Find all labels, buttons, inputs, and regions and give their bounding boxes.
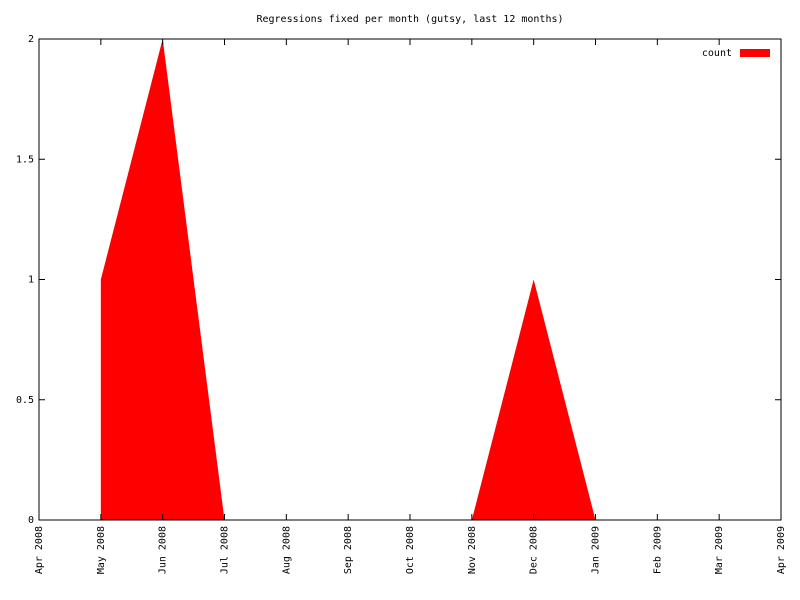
x-tick-label: Dec 2008 xyxy=(529,526,540,574)
x-tick-label: Nov 2008 xyxy=(467,526,478,574)
x-tick-label: Apr 2008 xyxy=(34,526,45,574)
y-tick-label: 1 xyxy=(28,275,34,286)
legend-swatch xyxy=(740,49,770,57)
x-tick-label: Mar 2009 xyxy=(714,526,725,574)
legend-label: count xyxy=(702,48,732,59)
y-tick-label: 1.5 xyxy=(16,154,34,165)
y-tick-label: 0 xyxy=(28,515,34,526)
y-tick-label: 2 xyxy=(28,34,34,45)
x-tick-label: Jan 2009 xyxy=(591,526,602,574)
x-tick-label: Oct 2008 xyxy=(405,526,416,574)
x-tick-label: Apr 2009 xyxy=(776,526,787,574)
chart-title: Regressions fixed per month (gutsy, last… xyxy=(256,14,563,25)
y-tick-label: 0.5 xyxy=(16,395,34,406)
x-tick-label: May 2008 xyxy=(96,526,107,574)
x-tick-label: Aug 2008 xyxy=(281,526,292,574)
x-tick-label: Jun 2008 xyxy=(158,526,169,574)
x-tick-label: Feb 2009 xyxy=(652,526,663,574)
area xyxy=(100,39,720,520)
x-tick-label: Jul 2008 xyxy=(220,526,231,574)
x-tick-label: Sep 2008 xyxy=(343,526,354,574)
